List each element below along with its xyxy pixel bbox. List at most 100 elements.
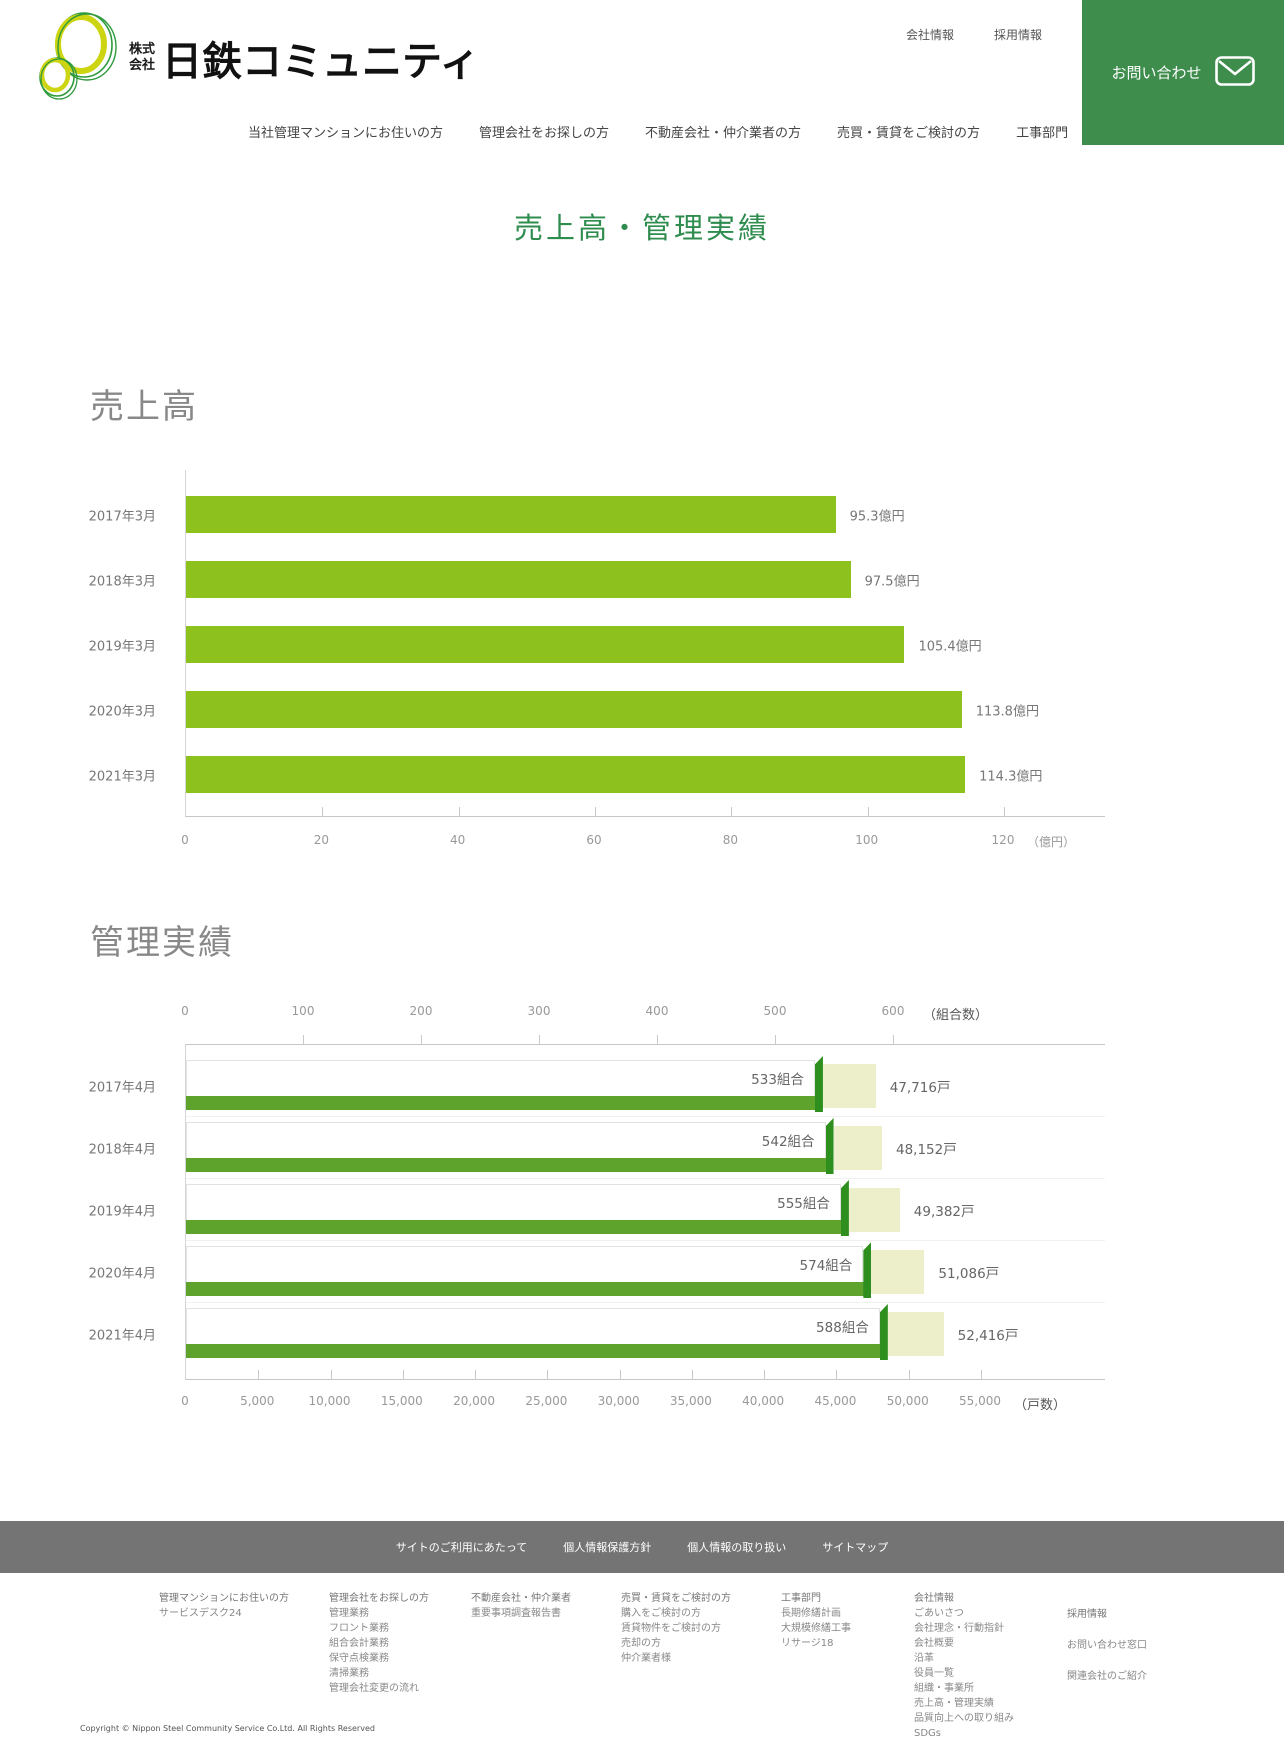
axis-tick — [421, 1035, 422, 1044]
footer-legal-link-0[interactable]: サイトのご利用にあたって — [395, 1541, 528, 1554]
footer-link[interactable]: 関連会社のご紹介 — [1067, 1671, 1147, 1682]
nav-item-residents[interactable]: 当社管理マンションにお住いの方 — [248, 126, 444, 141]
footer-link[interactable]: 品質向上への取り組み — [914, 1713, 1014, 1724]
footer-link[interactable]: 仲介業者様 — [621, 1653, 671, 1664]
footer-column-title[interactable]: 採用情報 — [1067, 1609, 1107, 1620]
axis-unit-label: （戸数） — [1014, 1398, 1067, 1413]
footer-column-title[interactable]: 会社情報 — [914, 1593, 954, 1604]
axis-tick-label: 5,000 — [240, 1394, 275, 1408]
footer-column-title[interactable]: 売買・賃貸をご検討の方 — [621, 1593, 731, 1604]
footer-column-title[interactable]: 工事部門 — [781, 1593, 821, 1604]
footer-link[interactable]: 保守点検業務 — [329, 1653, 389, 1664]
axis-tick-label: 40 — [450, 833, 466, 847]
axis-tick — [303, 1035, 304, 1044]
footer-link[interactable]: 重要事項調査報告書 — [471, 1608, 561, 1619]
footer-link[interactable]: 管理会社変更の流れ — [329, 1683, 419, 1694]
sales-row: 2021年3月 114.3億円 — [89, 742, 1105, 807]
category-label: 2020年4月 — [88, 1266, 156, 1281]
link-company-info[interactable]: 会社情報 — [906, 28, 955, 42]
footer-column: 管理会社をお探しの方 管理業務フロント業務 組合会計業務 保守点検業務 清掃業務管理会社… — [320, 1591, 429, 1696]
footer-column-title[interactable]: 管理会社をお探しの方 — [329, 1593, 429, 1604]
sales-value-label: 113.8億円 — [975, 704, 1039, 719]
footer-column: 採用情報お問い合わせ窓口 関連会社のご紹介 — [1058, 1591, 1147, 1684]
sales-section-heading: 売上高 — [90, 387, 198, 427]
footer-link[interactable]: 清掃業務 — [329, 1668, 369, 1679]
mgmt-row: 2018年4月 542組合 48,152戸 — [89, 1117, 1105, 1179]
footer-link[interactable]: 会社理念・行動指針 — [914, 1623, 1004, 1634]
footer-link[interactable]: ごあいさつ — [914, 1608, 964, 1619]
nav-item-buy-rent[interactable]: 売買・賃貸をご検討の方 — [837, 126, 981, 141]
axis-tick-label: 0 — [181, 1394, 189, 1408]
axis-tick — [836, 1370, 838, 1379]
footer-link[interactable]: 購入をご検討の方 — [621, 1608, 701, 1619]
axis-tick-label: 60 — [586, 833, 602, 847]
copyright: Copyright © Nippon Steel Community Servi… — [80, 1724, 375, 1733]
axis-tick-label: 0 — [181, 833, 189, 847]
households-bar — [871, 1250, 925, 1294]
axis-tick-label: 120 — [991, 833, 1015, 847]
sales-row: 2017年3月 95.3億円 — [89, 482, 1105, 547]
axis-tick — [775, 1035, 776, 1044]
axis-tick — [867, 807, 869, 816]
footer-column-title[interactable]: 不動産会社・仲介業者 — [471, 1593, 571, 1604]
category-label: 2021年4月 — [88, 1328, 156, 1344]
footer-link[interactable]: 役員一覧 — [914, 1668, 954, 1679]
axis-tick — [731, 807, 733, 816]
union-bar — [186, 1282, 868, 1296]
contact-button[interactable]: お問い合わせ — [1082, 0, 1284, 145]
footer-legal-link-1[interactable]: 個人情報保護方針 — [563, 1541, 652, 1554]
union-ribbon-icon — [814, 1056, 823, 1112]
footer-link[interactable]: 大規模修繕工事 — [781, 1623, 851, 1634]
logo-company-name: 日鉄コミュニティ — [162, 39, 480, 85]
footer-link[interactable]: リサージ18 — [781, 1638, 834, 1649]
axis-unit-label: （億円） — [1027, 835, 1076, 849]
footer-link[interactable]: 売却の方 — [621, 1638, 661, 1649]
link-recruit-info[interactable]: 採用情報 — [994, 28, 1043, 42]
axis-tick-label: 10,000 — [308, 1394, 351, 1408]
axis-tick — [402, 1370, 404, 1379]
footer-link[interactable]: 沿革 — [914, 1653, 934, 1664]
footer-link[interactable]: SDGs — [914, 1728, 942, 1739]
households-bar — [833, 1126, 882, 1170]
footer-link[interactable]: 組織・事業所 — [914, 1683, 974, 1694]
axis-tick — [1004, 807, 1005, 816]
axis-tick-label: 55,000 — [959, 1394, 1001, 1408]
axis-tick-label: 25,000 — [525, 1394, 568, 1408]
footer-column: 売買・賃貸をご検討の方 購入をご検討の方賃貸物件をご検討の方 売却の方仲介業者様 — [612, 1591, 731, 1666]
axis-tick-label: 15,000 — [380, 1394, 423, 1408]
union-ribbon-icon — [863, 1242, 872, 1298]
axis-tick-label: 0 — [181, 1004, 189, 1018]
header: 株式 会社 日鉄コミュニティ 会社情報 採用情報 お問い合わせ 当社管理マンショ… — [0, 0, 1284, 150]
management-section-heading: 管理実績 — [90, 923, 234, 963]
nav-item-seeking-management[interactable]: 管理会社をお探しの方 — [479, 126, 610, 141]
footer-legal-link-2[interactable]: 個人情報の取り扱い — [687, 1541, 787, 1554]
company-logo[interactable]: 株式 会社 日鉄コミュニティ — [35, 10, 480, 106]
sales-bar — [186, 756, 966, 793]
axis-tick-label: 500 — [763, 1004, 787, 1018]
mail-icon — [1214, 55, 1255, 90]
footer-link[interactable]: 売上高・管理実績 — [914, 1698, 994, 1709]
households-bar — [848, 1188, 900, 1232]
footer-column-title[interactable]: 管理マンションにお住いの方 — [159, 1593, 289, 1604]
nav-item-real-estate-agents[interactable]: 不動産会社・仲介業者の方 — [645, 126, 802, 141]
axis-tick-label: 40,000 — [742, 1394, 785, 1408]
footer-link[interactable]: サービスデスク24 — [159, 1608, 242, 1619]
axis-tick — [595, 807, 596, 816]
footer-link[interactable]: 長期修繕計画 — [781, 1608, 841, 1619]
footer-link[interactable]: 賃貸物件をご検討の方 — [621, 1623, 721, 1634]
axis-tick — [322, 807, 324, 816]
footer-link[interactable]: 管理業務 — [329, 1608, 369, 1619]
axis-tick — [691, 1370, 693, 1379]
households-label: 47,716戸 — [889, 1079, 951, 1096]
category-label: 2018年4月 — [88, 1142, 156, 1157]
footer-link[interactable]: 会社概要 — [914, 1638, 954, 1649]
footer-link[interactable]: お問い合わせ窓口 — [1067, 1640, 1147, 1651]
footer-legal-link-3[interactable]: サイトマップ — [822, 1541, 889, 1554]
footer-link[interactable]: フロント業務 — [329, 1623, 389, 1634]
sales-bar — [186, 626, 905, 663]
nav-item-construction[interactable]: 工事部門 — [1016, 126, 1069, 141]
axis-tick — [458, 807, 460, 816]
footer-column: 会社情報ごあいさつ会社理念・行動指針 会社概要沿革役員一覧組織・事業所売上高・管理… — [905, 1591, 1014, 1741]
category-label: 2018年3月 — [88, 574, 156, 589]
footer-link[interactable]: 組合会計業務 — [329, 1638, 389, 1649]
